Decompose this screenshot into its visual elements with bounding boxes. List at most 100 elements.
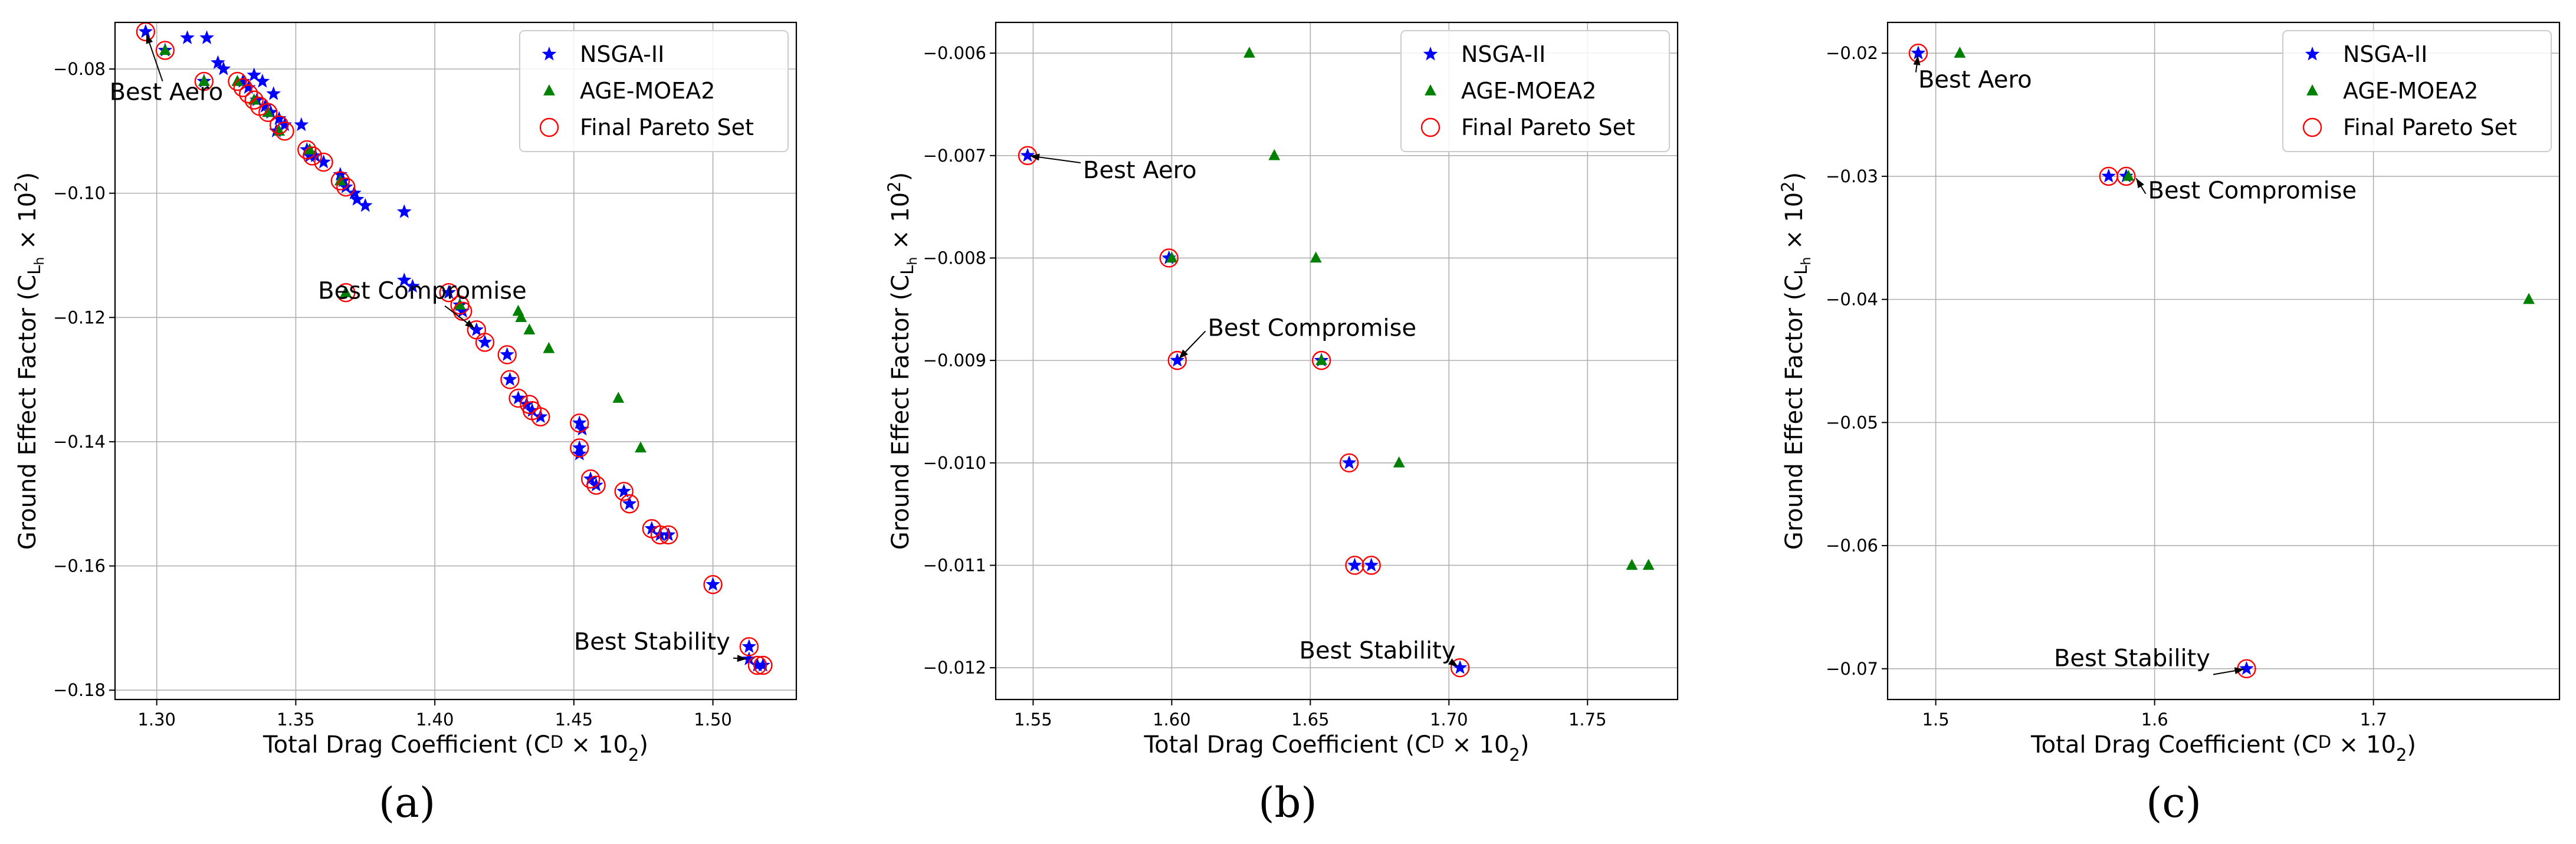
series-final-pareto-set (1908, 43, 2256, 679)
point-final-pareto-set (233, 78, 253, 97)
point-nsga-ii (199, 30, 214, 44)
point-nsga-ii (477, 334, 493, 349)
annotation-best-aero: Best Aero (110, 79, 224, 106)
annotation-arrowhead (1179, 349, 1188, 359)
point-nsga-ii (347, 185, 362, 200)
x-axis-label-part: 2 (2396, 745, 2407, 765)
point-nsga-ii (1347, 557, 1362, 572)
point-final-pareto-set (1311, 350, 1331, 370)
point-age-moea2 (612, 392, 625, 403)
x-tick-label: 1.35 (277, 710, 315, 730)
point-nsga-ii (589, 477, 603, 492)
point-nsga-ii (302, 148, 317, 162)
point-nsga-ii (644, 521, 659, 535)
panel-label: (a) (379, 779, 435, 827)
point-final-pareto-set (194, 71, 214, 91)
annotation-arrowhead (2234, 667, 2244, 675)
point-age-moea2 (304, 143, 316, 155)
point-nsga-ii (741, 639, 757, 653)
legend-marker-final-pareto-set (1420, 117, 1440, 137)
y-tick-label: −0.05 (1826, 412, 1878, 432)
point-nsga-ii (308, 148, 323, 162)
point-nsga-ii (1341, 455, 1357, 469)
legend-label-age-moea2: AGE-MOEA2 (2343, 78, 2478, 104)
legend-label-nsga-ii: NSGA-II (580, 41, 664, 67)
point-final-pareto-set (570, 438, 589, 458)
legend: NSGA-II AGE-MOEA2 Final Pareto Set (2282, 30, 2552, 152)
legend-box (2282, 30, 2552, 152)
y-axis-label-part: ) (887, 172, 914, 182)
x-tick-label: 1.40 (416, 710, 454, 730)
point-nsga-ii (258, 98, 273, 113)
point-nsga-ii (357, 198, 373, 212)
point-nsga-ii (255, 74, 270, 88)
x-axis-label-part: Total Drag Coefficient (C (1144, 731, 1432, 758)
y-axis-label-part: h (32, 257, 47, 265)
point-nsga-ii (750, 658, 765, 672)
point-final-pareto-set (1345, 556, 1364, 575)
point-age-moea2 (1166, 251, 1178, 263)
x-axis-label-part: 2 (1509, 745, 1520, 765)
point-final-pareto-set (303, 146, 322, 166)
annotation-best-aero: Best Aero (1083, 157, 1197, 184)
point-final-pareto-set (244, 90, 264, 110)
y-tick-label: −0.18 (53, 680, 106, 700)
point-nsga-ii (524, 403, 540, 417)
point-age-moea2 (2122, 169, 2135, 181)
y-axis-label-part: Ground Effect Factor (C (887, 275, 914, 550)
point-final-pareto-set (500, 370, 520, 389)
panel-label: (b) (1258, 779, 1317, 827)
x-tick-label: 1.65 (1291, 710, 1330, 730)
x-axis-label-part: Total Drag Coefficient (C (2030, 731, 2318, 758)
x-axis-label-part: ) (1520, 731, 1530, 758)
point-nsga-ii (294, 117, 309, 132)
point-age-moea2 (159, 44, 171, 55)
point-age-moea2 (1268, 149, 1281, 160)
y-tick-label: −0.04 (1826, 290, 1878, 310)
y-axis-label-part: h (1799, 257, 1814, 265)
point-age-moea2 (1642, 559, 1655, 570)
y-axis-label-part: L (1791, 265, 1811, 275)
point-nsga-ii (572, 415, 587, 429)
point-age-moea2 (1954, 47, 1966, 58)
point-nsga-ii (1452, 660, 1468, 674)
point-final-pareto-set (614, 481, 634, 501)
point-nsga-ii (247, 67, 262, 82)
x-tick-label: 1.6 (2141, 710, 2168, 730)
x-axis-label: Total Drag Coefficient (CD​ × 102​) (262, 731, 648, 765)
point-nsga-ii (2239, 661, 2254, 675)
annotation-arrowhead (1448, 658, 1458, 667)
point-final-pareto-set (753, 655, 773, 675)
y-axis-label-part: × 10 (887, 192, 914, 257)
x-tick-label: 1.60 (1153, 710, 1191, 730)
point-final-pareto-set (580, 469, 600, 489)
x-tick-label: 1.30 (137, 710, 176, 730)
point-nsga-ii (533, 409, 548, 423)
point-nsga-ii (469, 322, 484, 336)
legend-marker-nsga-ii (1423, 47, 1438, 61)
point-nsga-ii (405, 278, 420, 293)
point-nsga-ii (741, 651, 757, 666)
y-tick-label: −0.010 (923, 453, 986, 473)
plot-frame (995, 21, 1679, 701)
x-axis-label-part: Total Drag Coefficient (C (262, 731, 550, 758)
point-nsga-ii (1170, 353, 1185, 367)
point-final-pareto-set (650, 525, 670, 545)
x-axis-label: Total Drag Coefficient (CD​ × 102​) (2030, 731, 2416, 765)
annotation-best-compromise: Best Compromise (1207, 314, 1416, 341)
series-nsga-ii (1020, 147, 1468, 674)
legend-marker-nsga-ii (2305, 47, 2320, 61)
point-age-moea2 (515, 311, 527, 322)
y-tick-label: −0.08 (53, 59, 106, 79)
x-axis-label-part: × 10 (1445, 731, 1509, 758)
point-final-pareto-set (586, 475, 606, 495)
plot-frame (114, 21, 798, 701)
point-nsga-ii (266, 86, 281, 100)
point-age-moea2 (198, 75, 210, 86)
point-age-moea2 (1393, 456, 1405, 468)
x-tick-label: 1.70 (1430, 710, 1468, 730)
point-final-pareto-set (658, 525, 678, 545)
annotation-best-compromise: Best Compromise (318, 278, 527, 305)
point-nsga-ii (235, 74, 251, 88)
point-final-pareto-set (297, 140, 317, 160)
